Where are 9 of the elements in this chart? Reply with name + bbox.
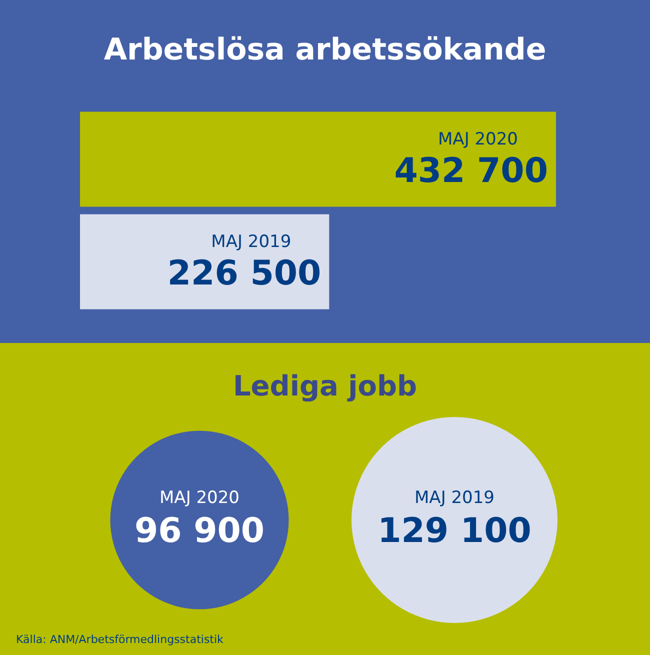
data-label: 226 500 (167, 253, 322, 294)
text: Lediga jobb (232, 370, 418, 402)
category-label: MAJ 2020 (160, 488, 240, 508)
data-label: 432 700 (394, 150, 548, 191)
category-label: MAJ 2019 (414, 488, 494, 508)
data-label: 96 900 (134, 511, 265, 551)
data-label: 129 100 (378, 511, 532, 551)
text: Källa: ANM/Arbetsförmedlingsstatistik (16, 633, 224, 646)
chart-title: Arbetslösa arbetssökande (104, 32, 546, 68)
